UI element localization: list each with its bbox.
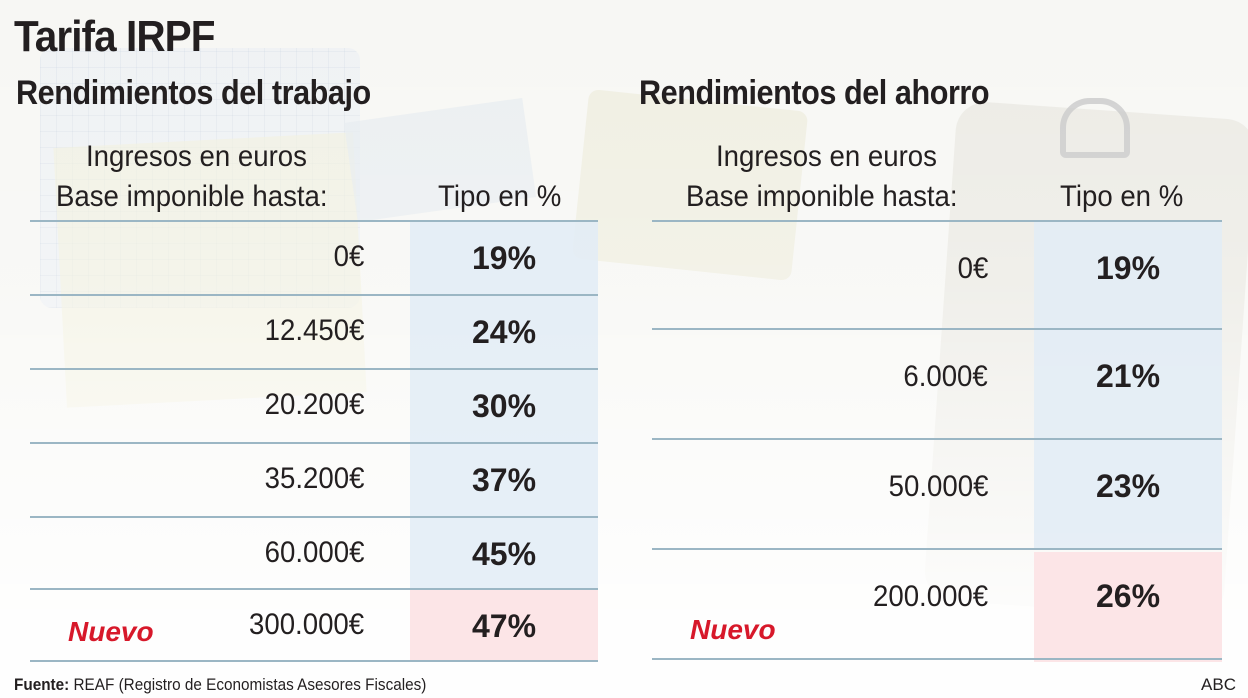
header-ingresos: Ingresos en euros [716,140,937,173]
rate-value: 30% [471,388,537,424]
rate-column [410,220,598,588]
page-title: Tarifa IRPF [14,12,215,61]
rate-value: 24% [471,314,537,350]
base-amount: 20.200€ [264,388,364,421]
rate-value: 26% [1095,578,1161,614]
table-row: 50.000€ 23% [652,440,1222,550]
section-title-trabajo: Rendimientos del trabajo [16,74,371,112]
rate-value: 19% [1095,250,1161,286]
header-tipo: Tipo en % [1060,180,1184,213]
table-row-new: 200.000€ 26% Nuevo [652,550,1222,660]
rate-value: 47% [471,608,537,644]
base-amount: 35.200€ [264,462,364,495]
section-title-ahorro: Rendimientos del ahorro [639,74,990,112]
rate-value: 19% [471,240,537,276]
rate-cell-new [1034,552,1222,662]
table-row: 6.000€ 21% [652,330,1222,440]
base-amount: 200.000€ [872,580,988,613]
table-trabajo: 0€ 19% 12.450€ 24% 20.200€ 30% 35.200€ 3… [30,220,598,662]
table-row: 0€ 19% [652,220,1222,330]
base-amount: 0€ [333,240,364,273]
header-base: Base imponible hasta: [56,180,328,213]
base-amount: 6.000€ [903,360,988,393]
header-ingresos: Ingresos en euros [86,140,307,173]
rate-value: 23% [1095,468,1161,504]
table-row: 60.000€ 45% [30,518,598,590]
rate-value: 21% [1095,358,1161,394]
table-row: 20.200€ 30% [30,370,598,444]
rate-cell-new [410,590,598,662]
table-ahorro: 0€ 19% 6.000€ 21% 50.000€ 23% 200.000€ 2… [652,220,1222,662]
base-amount: 50.000€ [888,470,988,503]
rate-column [1034,220,1222,550]
header-tipo: Tipo en % [438,180,562,213]
table-row-new: Nuevo 300.000€ 47% [30,590,598,662]
rate-value: 37% [471,462,537,498]
nuevo-label: Nuevo [690,614,776,645]
source-label: Fuente: [14,675,70,694]
credit-label: ABC [1201,675,1236,694]
nuevo-label: Nuevo [68,616,154,647]
base-amount: 0€ [957,252,988,285]
header-base: Base imponible hasta: [686,180,958,213]
rate-value: 45% [471,536,537,572]
source-footer: Fuente: REAF (Registro de Economistas As… [14,675,426,695]
source-text: REAF (Registro de Economistas Asesores F… [73,675,427,694]
base-amount: 300.000€ [248,608,364,641]
table-row: 0€ 19% [30,220,598,296]
base-amount: 12.450€ [264,314,364,347]
base-amount: 60.000€ [264,536,364,569]
table-row: 35.200€ 37% [30,444,598,518]
table-row: 12.450€ 24% [30,296,598,370]
